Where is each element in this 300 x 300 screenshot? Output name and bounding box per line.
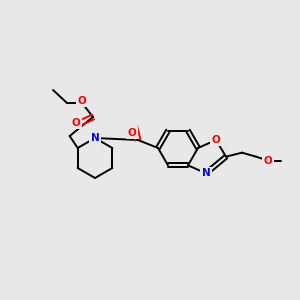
Text: N: N bbox=[91, 133, 99, 143]
Text: N: N bbox=[202, 168, 210, 178]
Text: O: O bbox=[128, 128, 136, 138]
Text: O: O bbox=[212, 135, 220, 145]
Text: O: O bbox=[72, 118, 80, 128]
Text: O: O bbox=[78, 96, 86, 106]
Text: O: O bbox=[264, 156, 272, 166]
